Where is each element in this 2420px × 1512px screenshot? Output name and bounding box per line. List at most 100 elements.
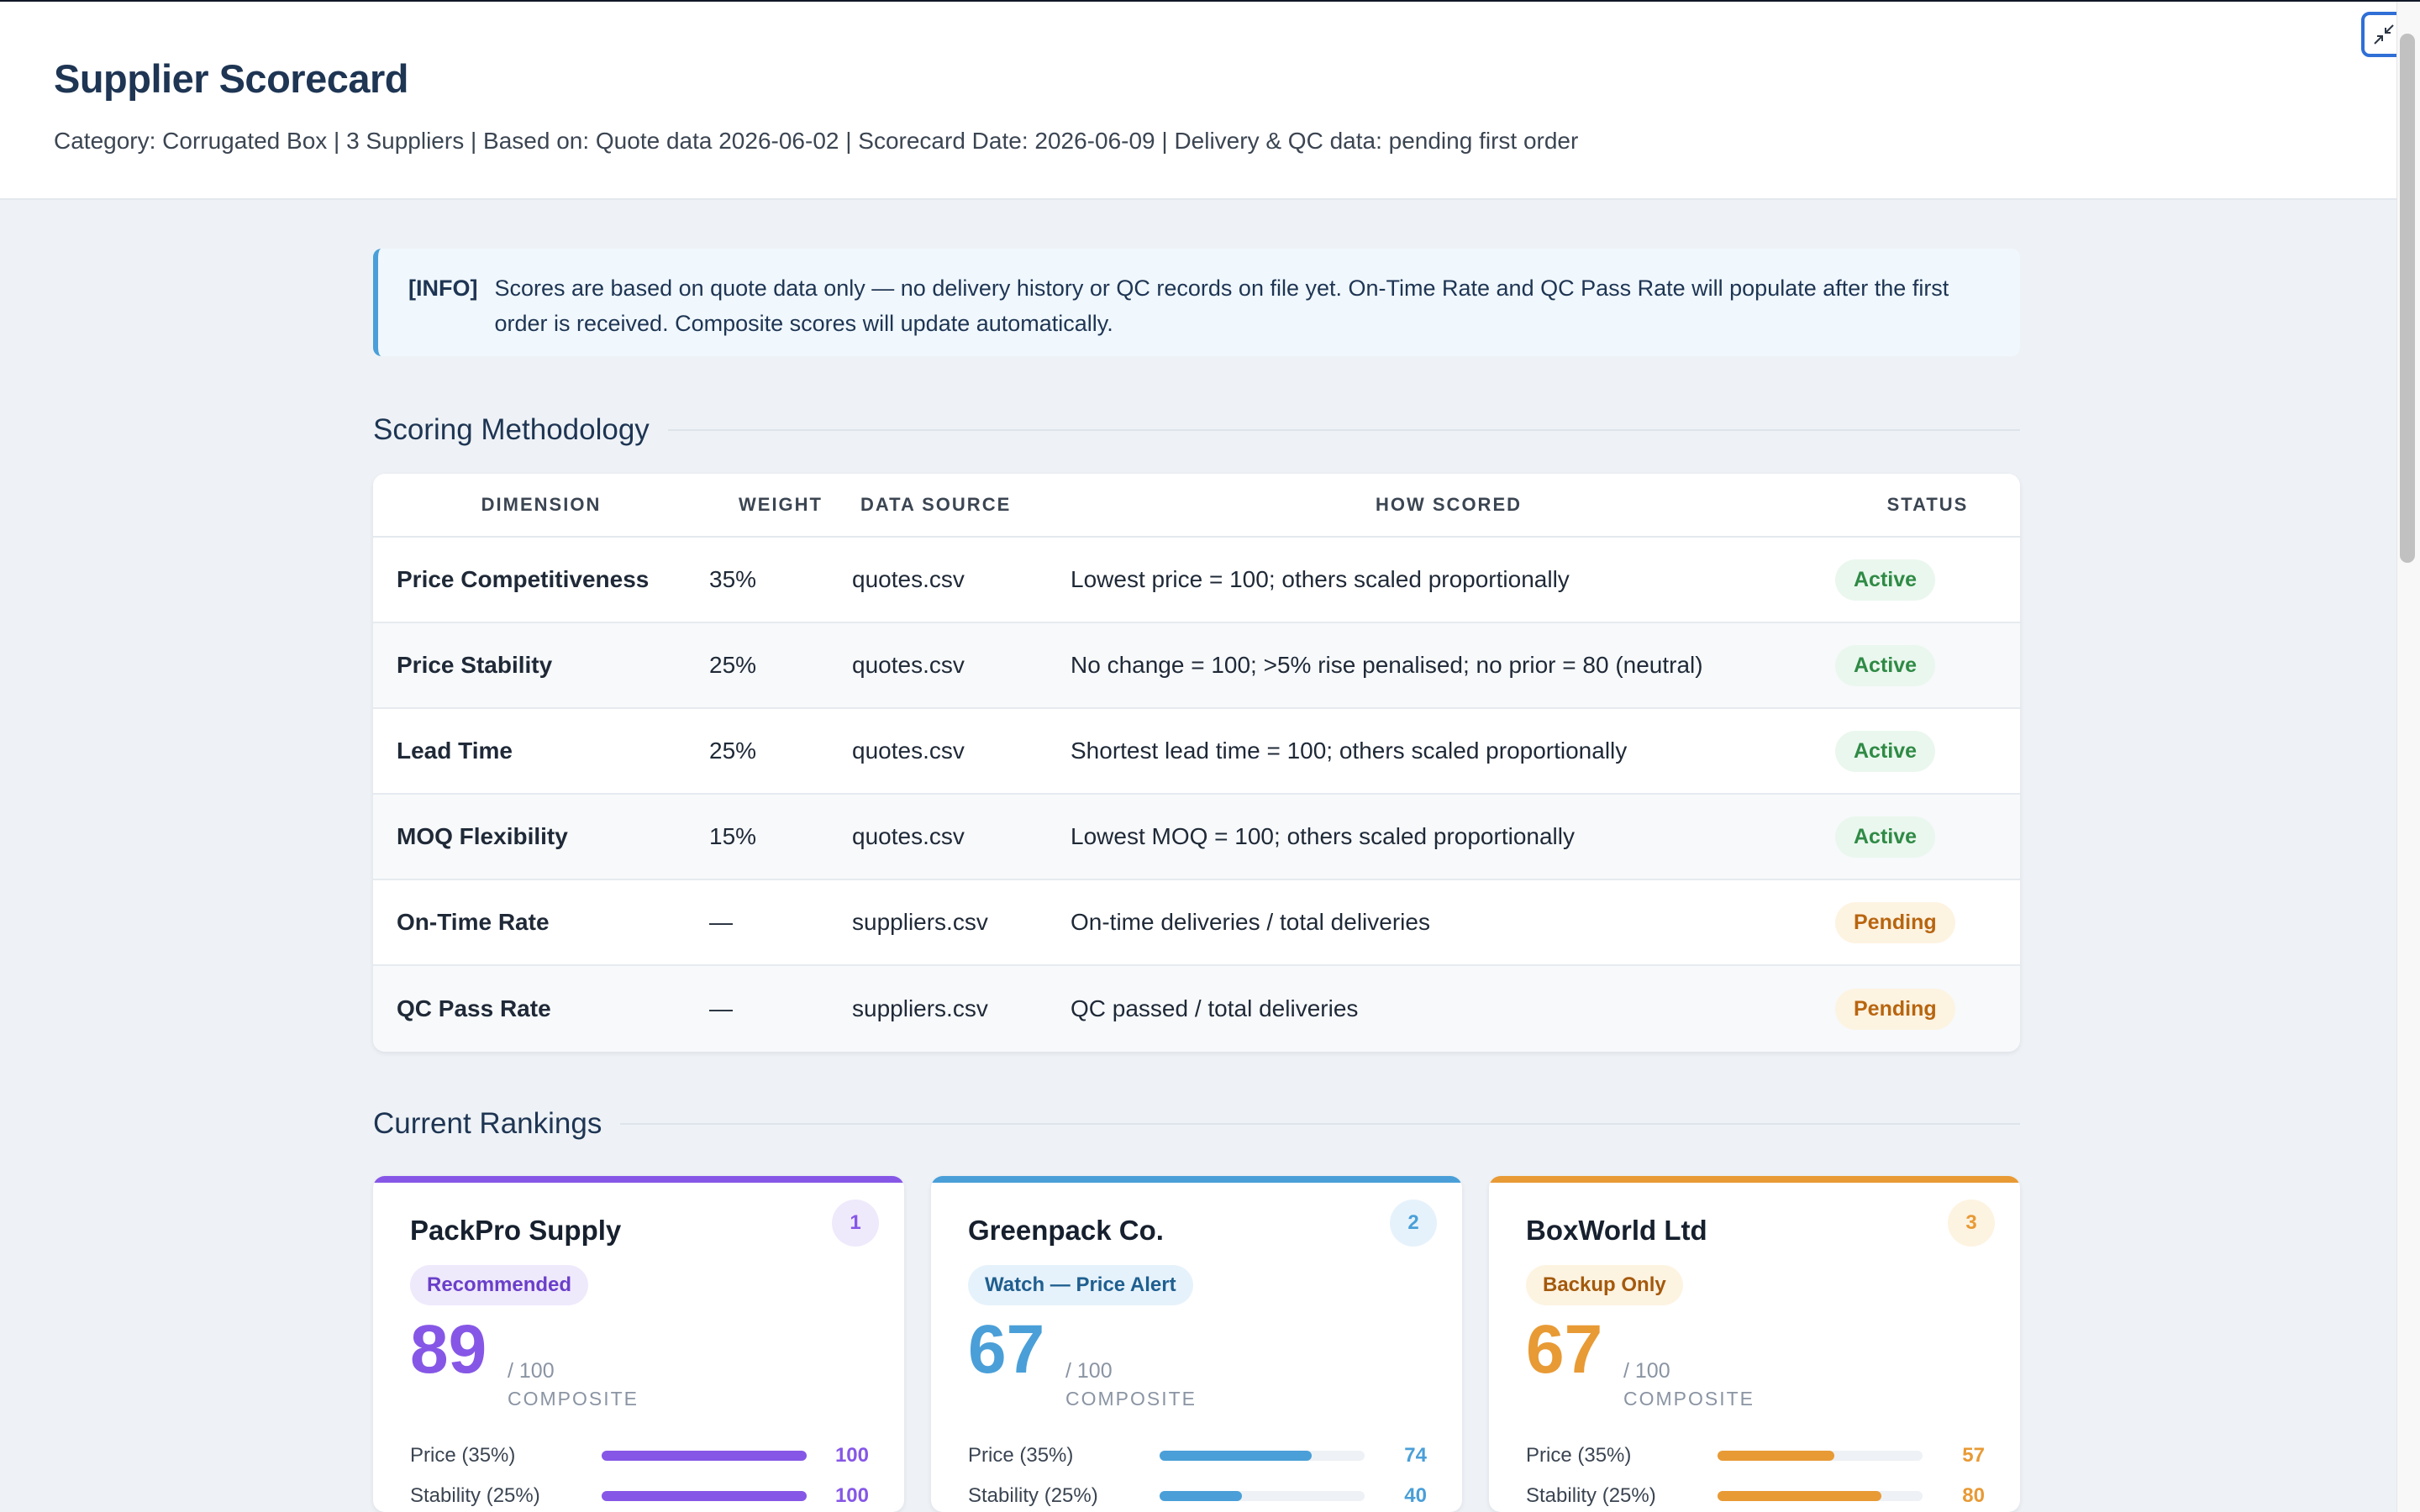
cell-how-scored: On-time deliveries / total deliveries bbox=[1071, 909, 1430, 935]
page-header: Supplier Scorecard Category: Corrugated … bbox=[0, 2, 2396, 200]
table-header: DIMENSION WEIGHT DATA SOURCE HOW SCORED … bbox=[373, 474, 2020, 538]
table-row: On-Time Rate — suppliers.csv On-time delive… bbox=[373, 880, 2020, 966]
info-text: Scores are based on quote data only — no… bbox=[494, 276, 1949, 336]
collapse-icon bbox=[2374, 24, 2394, 45]
metric-label: Price (35%) bbox=[968, 1444, 1074, 1467]
methodology-table: DIMENSION WEIGHT DATA SOURCE HOW SCORED … bbox=[373, 474, 2020, 1052]
status-badge: Active bbox=[1835, 644, 1936, 686]
cell-dimension: Price Competitiveness bbox=[397, 566, 650, 592]
cell-weight: 35% bbox=[709, 566, 757, 592]
composite-score: 67 bbox=[968, 1311, 1045, 1388]
cell-data-source: quotes.csv bbox=[852, 566, 965, 592]
rank-badge: 1 bbox=[832, 1200, 879, 1247]
rankings-title: Current Rankings bbox=[373, 1107, 602, 1140]
cell-dimension: QC Pass Rate bbox=[397, 995, 551, 1021]
recommendation-badge: Backup Only bbox=[1526, 1265, 1683, 1305]
recommendation-badge: Recommended bbox=[410, 1265, 589, 1305]
page-title: Supplier Scorecard bbox=[54, 56, 409, 101]
cell-dimension: Price Stability bbox=[397, 652, 553, 678]
table-row: Price Competitiveness 35% quotes.csv Lowest… bbox=[373, 538, 2020, 623]
metric-row: Price (35%) 57 bbox=[1526, 1443, 1985, 1468]
cell-status: Active bbox=[1835, 559, 2020, 601]
supplier-name: PackPro Supply bbox=[410, 1215, 622, 1246]
cell-dimension: Lead Time bbox=[397, 738, 513, 764]
metric-label: Stability (25%) bbox=[410, 1484, 540, 1507]
cell-status: Pending bbox=[1835, 901, 2020, 943]
page-subtitle: Category: Corrugated Box | 3 Suppliers |… bbox=[54, 128, 1579, 154]
column-header-data-source: DATA SOURCE bbox=[860, 494, 1012, 515]
card-accent-bar bbox=[373, 1176, 904, 1183]
metric-value: 100 bbox=[834, 1484, 869, 1507]
card-accent-bar bbox=[931, 1176, 1462, 1183]
cell-weight: 15% bbox=[709, 823, 757, 849]
rankings-heading-row: Current Rankings bbox=[373, 1107, 2020, 1141]
metric-row: Stability (25%) 80 bbox=[1526, 1483, 1985, 1509]
rank-badge: 3 bbox=[1948, 1200, 1995, 1247]
metric-bar-fill bbox=[1160, 1451, 1312, 1461]
cell-data-source: quotes.csv bbox=[852, 652, 965, 678]
composite-score: 67 bbox=[1526, 1311, 1603, 1388]
supplier-name: Greenpack Co. bbox=[968, 1215, 1164, 1246]
score-label: COMPOSITE bbox=[508, 1388, 639, 1410]
metric-value: 74 bbox=[1404, 1444, 1427, 1467]
cell-how-scored: Lowest price = 100; others scaled propor… bbox=[1071, 566, 1570, 592]
cell-data-source: suppliers.csv bbox=[852, 995, 988, 1021]
cell-status: Pending bbox=[1835, 988, 2020, 1030]
cell-how-scored: Lowest MOQ = 100; others scaled proporti… bbox=[1071, 823, 1575, 849]
metric-bar-fill bbox=[602, 1491, 807, 1501]
table-row: MOQ Flexibility 15% quotes.csv Lowest MOQ =… bbox=[373, 795, 2020, 880]
column-header-dimension: DIMENSION bbox=[481, 494, 602, 515]
supplier-card[interactable]: 1 PackPro Supply Recommended 89 / 100 COMPOSI… bbox=[373, 1176, 904, 1512]
metric-value: 40 bbox=[1404, 1484, 1427, 1507]
window-top-border bbox=[0, 0, 2420, 2]
score-max: / 100 bbox=[508, 1359, 555, 1383]
metric-row: Stability (25%) 100 bbox=[410, 1483, 869, 1509]
scrollbar-thumb[interactable] bbox=[2400, 34, 2415, 563]
metric-label: Price (35%) bbox=[410, 1444, 516, 1467]
supplier-card[interactable]: 2 Greenpack Co. Watch — Price Alert 67 / 100… bbox=[931, 1176, 1462, 1512]
metric-row: Price (35%) 74 bbox=[968, 1443, 1427, 1468]
supplier-card[interactable]: 3 BoxWorld Ltd Backup Only 67 / 100 COMPOSITE… bbox=[1489, 1176, 2020, 1512]
table-row: Lead Time 25% quotes.csv Shortest lead time… bbox=[373, 709, 2020, 795]
supplier-name: BoxWorld Ltd bbox=[1526, 1215, 1707, 1246]
cell-weight: — bbox=[709, 909, 733, 935]
status-badge: Active bbox=[1835, 730, 1936, 772]
cell-data-source: suppliers.csv bbox=[852, 909, 988, 935]
status-badge: Pending bbox=[1835, 988, 1955, 1030]
column-header-weight: WEIGHT bbox=[739, 494, 823, 515]
cell-weight: 25% bbox=[709, 652, 757, 678]
score-label: COMPOSITE bbox=[1065, 1388, 1197, 1410]
metric-row: Price (35%) 100 bbox=[410, 1443, 869, 1468]
cell-status: Active bbox=[1835, 644, 2020, 686]
recommendation-badge: Watch — Price Alert bbox=[968, 1265, 1193, 1305]
metric-bar bbox=[1718, 1491, 1923, 1501]
cell-how-scored: QC passed / total deliveries bbox=[1071, 995, 1359, 1021]
metric-label: Stability (25%) bbox=[968, 1484, 1098, 1507]
rank-badge: 2 bbox=[1390, 1200, 1437, 1247]
section-divider bbox=[667, 429, 2020, 431]
info-tag: [INFO] bbox=[408, 276, 478, 301]
main-content: [INFO] Scores are based on quote data on… bbox=[373, 249, 2020, 1512]
score-label: COMPOSITE bbox=[1623, 1388, 1755, 1410]
status-badge: Pending bbox=[1835, 901, 1955, 943]
cell-weight: — bbox=[709, 995, 733, 1021]
metric-label: Price (35%) bbox=[1526, 1444, 1632, 1467]
cell-how-scored: No change = 100; >5% rise penalised; no … bbox=[1071, 652, 1703, 678]
cell-data-source: quotes.csv bbox=[852, 823, 965, 849]
score-max: / 100 bbox=[1065, 1359, 1113, 1383]
metric-bar bbox=[602, 1451, 807, 1461]
metric-bar bbox=[1718, 1451, 1923, 1461]
methodology-heading-row: Scoring Methodology bbox=[373, 413, 2020, 447]
table-row: Price Stability 25% quotes.csv No change = … bbox=[373, 623, 2020, 709]
cell-dimension: MOQ Flexibility bbox=[397, 823, 568, 849]
cell-weight: 25% bbox=[709, 738, 757, 764]
metric-value: 80 bbox=[1962, 1484, 1985, 1507]
status-badge: Active bbox=[1835, 559, 1936, 601]
metric-label: Stability (25%) bbox=[1526, 1484, 1656, 1507]
metric-bar-fill bbox=[1718, 1491, 1882, 1501]
cell-status: Active bbox=[1835, 816, 2020, 858]
cell-how-scored: Shortest lead time = 100; others scaled … bbox=[1071, 738, 1628, 764]
cell-dimension: On-Time Rate bbox=[397, 909, 550, 935]
metric-bar-fill bbox=[602, 1451, 807, 1461]
metric-bar-fill bbox=[1160, 1491, 1242, 1501]
